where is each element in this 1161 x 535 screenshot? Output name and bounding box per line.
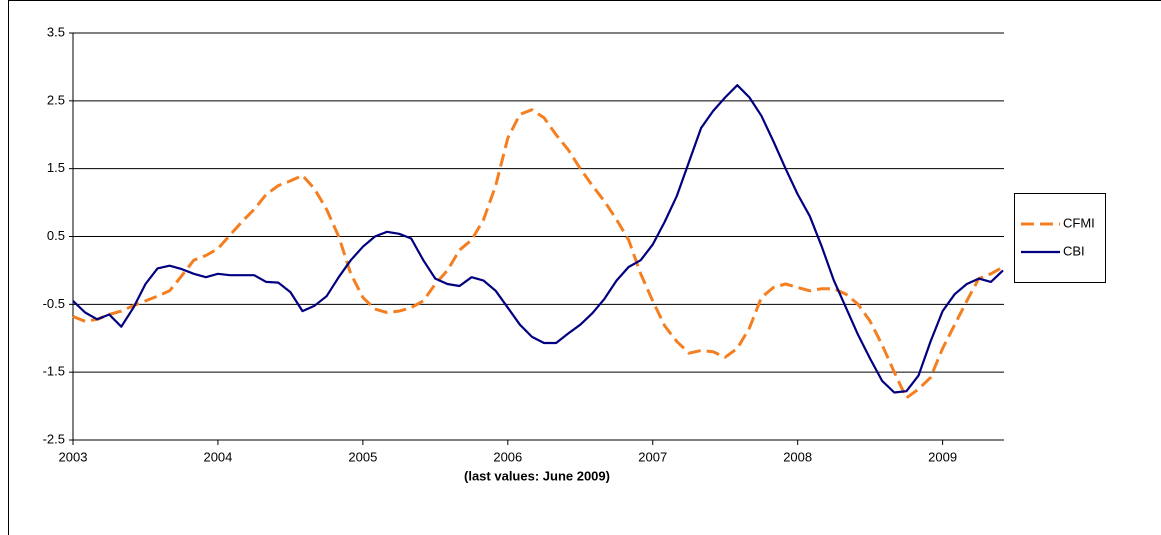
- y-tick-label: -1.5: [43, 364, 65, 379]
- x-tick-label: 2006: [493, 449, 522, 464]
- y-tick-label: -0.5: [43, 296, 65, 311]
- chart-area: [8, 0, 1161, 535]
- legend-box: [1014, 193, 1106, 283]
- y-tick-label: 1.5: [47, 160, 65, 175]
- x-tick-label: 2005: [348, 449, 377, 464]
- series-line: [72, 108, 1004, 400]
- x-tick-label: 2003: [59, 449, 88, 464]
- y-tick-label: 2.5: [47, 92, 65, 107]
- x-tick-label: 2007: [638, 449, 667, 464]
- y-tick-label: 3.5: [47, 24, 65, 39]
- series-line: [72, 84, 1004, 394]
- x-tick-label: 2008: [783, 449, 812, 464]
- x-axis-label: (last values: June 2009): [464, 468, 610, 483]
- x-tick-label: 2004: [203, 449, 232, 464]
- y-tick-label: -2.5: [43, 431, 65, 446]
- y-tick-label: 0.5: [47, 228, 65, 243]
- legend-label: CFMI: [1063, 215, 1095, 230]
- x-tick-label: 2009: [928, 449, 957, 464]
- legend-label: CBI: [1063, 243, 1085, 258]
